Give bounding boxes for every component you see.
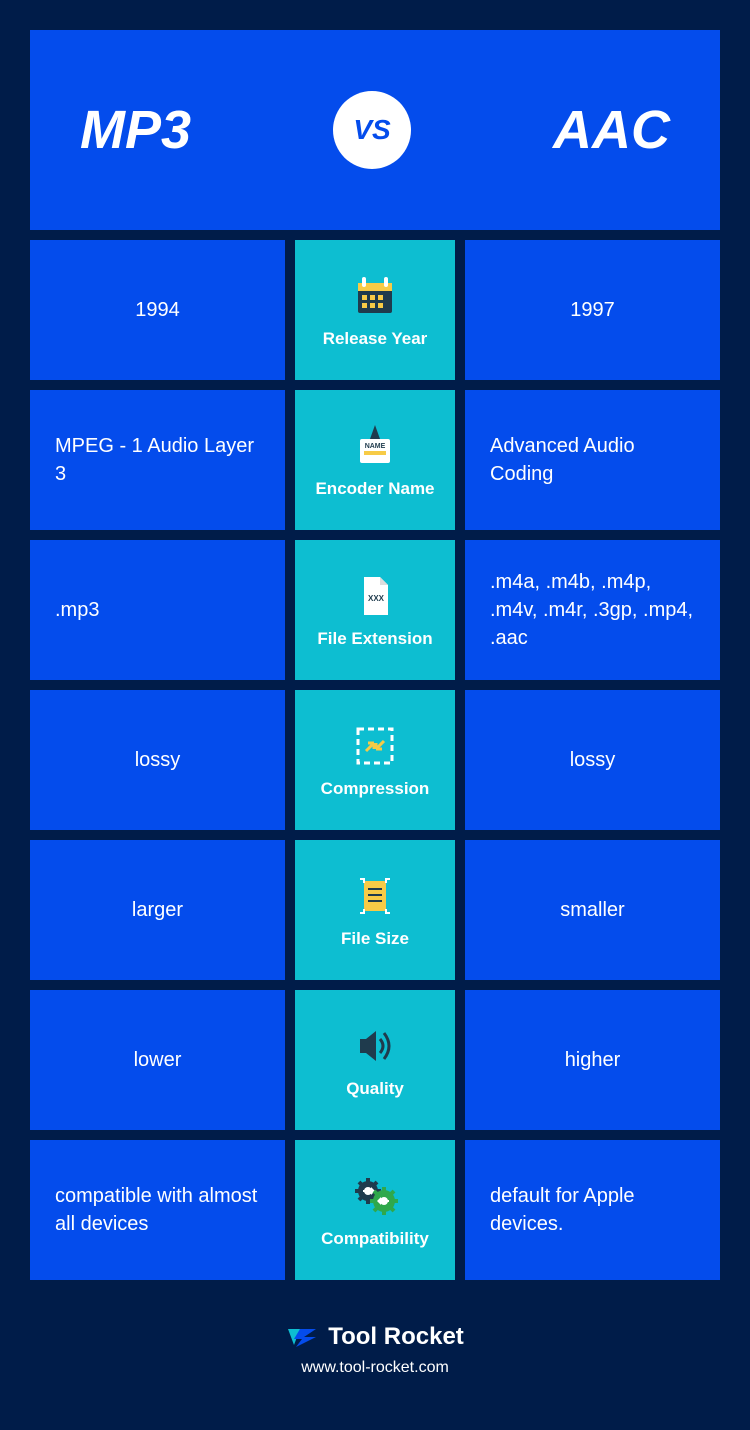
compress-icon <box>350 721 400 771</box>
cell-left: larger <box>30 840 285 980</box>
cell-right: smaller <box>465 840 720 980</box>
cell-left: 1994 <box>30 240 285 380</box>
comparison-row: larger File Size smaller <box>30 840 720 980</box>
comparison-rows: 1994 Release Year 1997 MPEG - 1 Audio Layer… <box>0 240 750 1280</box>
right-value: smaller <box>490 896 695 924</box>
cell-left: lower <box>30 990 285 1130</box>
category-cell: Quality <box>295 990 455 1130</box>
right-value: lossy <box>490 746 695 774</box>
category-cell: NAME Encoder Name <box>295 390 455 530</box>
category-cell: Compatibility <box>295 1140 455 1280</box>
footer: Tool Rocket www.tool-rocket.com <box>0 1290 750 1410</box>
comparison-row: .mp3 XXX File Extension .m4a, .m4b, .m4p, .… <box>30 540 720 680</box>
category-label: File Extension <box>317 629 432 649</box>
comparison-row: 1994 Release Year 1997 <box>30 240 720 380</box>
cell-right: higher <box>465 990 720 1130</box>
left-value: MPEG - 1 Audio Layer 3 <box>55 432 260 488</box>
cell-right: default for Apple devices. <box>465 1140 720 1280</box>
header-right: AAC <box>553 99 670 161</box>
category-cell: Release Year <box>295 240 455 380</box>
right-value: Advanced Audio Coding <box>490 432 695 488</box>
cell-right: 1997 <box>465 240 720 380</box>
svg-text:NAME: NAME <box>365 443 386 450</box>
left-value: lossy <box>55 746 260 774</box>
brand-name: Tool Rocket <box>328 1323 464 1351</box>
calendar-icon <box>350 271 400 321</box>
right-value: default for Apple devices. <box>490 1182 695 1238</box>
category-label: Compression <box>321 779 430 799</box>
category-label: Encoder Name <box>315 479 434 499</box>
right-value: .m4a, .m4b, .m4p, .m4v, .m4r, .3gp, .mp4… <box>490 568 695 652</box>
cell-left: .mp3 <box>30 540 285 680</box>
category-label: Release Year <box>323 329 428 349</box>
comparison-row: MPEG - 1 Audio Layer 3 NAME Encoder Name Ad… <box>30 390 720 530</box>
cell-right: Advanced Audio Coding <box>465 390 720 530</box>
left-value: lower <box>55 1046 260 1074</box>
cell-left: lossy <box>30 690 285 830</box>
right-value: 1997 <box>490 296 695 324</box>
brand-url: www.tool-rocket.com <box>301 1359 449 1377</box>
header: MP3 VS AAC <box>30 30 720 230</box>
category-cell: Compression <box>295 690 455 830</box>
name-badge-icon: NAME <box>350 421 400 471</box>
file-icon: XXX <box>350 571 400 621</box>
category-label: Quality <box>346 1079 404 1099</box>
header-left: MP3 <box>80 99 191 161</box>
speaker-icon <box>350 1021 400 1071</box>
left-value: 1994 <box>55 296 260 324</box>
comparison-row: compatible with almost all devices Compat… <box>30 1140 720 1280</box>
comparison-row: lossy Compression lossy <box>30 690 720 830</box>
cell-left: MPEG - 1 Audio Layer 3 <box>30 390 285 530</box>
cell-left: compatible with almost all devices <box>30 1140 285 1280</box>
gears-icon <box>350 1171 400 1221</box>
right-value: higher <box>490 1046 695 1074</box>
brand: Tool Rocket <box>286 1323 464 1351</box>
svg-text:XXX: XXX <box>368 594 385 603</box>
category-cell: XXX File Extension <box>295 540 455 680</box>
left-value: larger <box>55 896 260 924</box>
left-value: compatible with almost all devices <box>55 1182 260 1238</box>
category-label: File Size <box>341 929 409 949</box>
filesize-icon <box>350 871 400 921</box>
cell-right: lossy <box>465 690 720 830</box>
comparison-row: lower Quality higher <box>30 990 720 1130</box>
category-cell: File Size <box>295 840 455 980</box>
brand-logo-icon <box>286 1325 318 1349</box>
left-value: .mp3 <box>55 596 99 624</box>
category-label: Compatibility <box>321 1229 429 1249</box>
vs-badge: VS <box>333 91 411 169</box>
cell-right: .m4a, .m4b, .m4p, .m4v, .m4r, .3gp, .mp4… <box>465 540 720 680</box>
